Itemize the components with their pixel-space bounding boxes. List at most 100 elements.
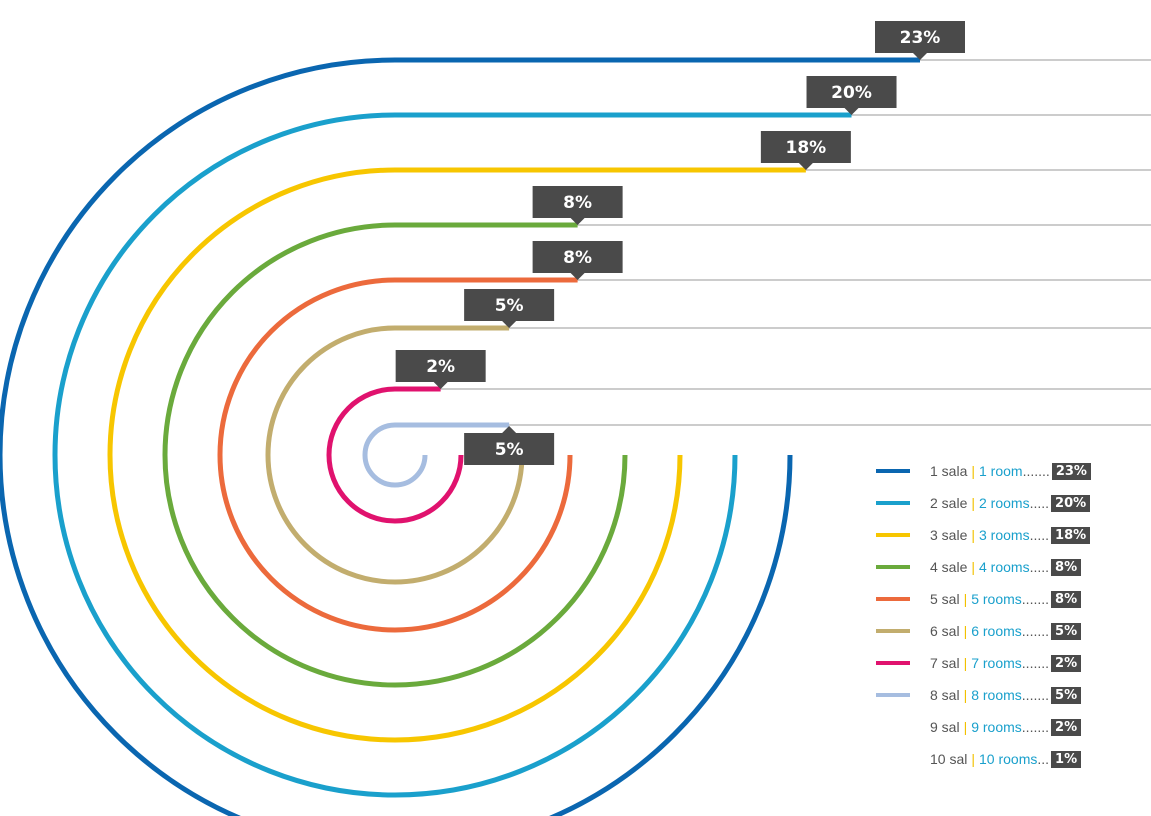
legend-row-3: 3 sale | 3 rooms..... 18% [876, 519, 1146, 551]
legend-dots: ....... [1022, 463, 1050, 479]
badge-label: 5% [495, 440, 524, 460]
legend-label-it: 7 sal [930, 655, 960, 671]
arc-4 [162, 222, 628, 688]
legend-separator: | [963, 687, 968, 703]
legend-label-it: 5 sal [930, 591, 960, 607]
legend-swatch [876, 533, 910, 537]
legend-separator: | [963, 623, 968, 639]
legend-row-2: 2 sale | 2 rooms..... 20% [876, 487, 1146, 519]
legend-separator: | [971, 495, 975, 511]
legend-label-it: 4 sale [930, 559, 968, 575]
legend-value-badge: 18% [1051, 526, 1091, 544]
legend-value-badge: 2% [1051, 654, 1082, 672]
value-badges: 23% 20% 18% 8% 8% 5% 2% 5% [395, 21, 965, 465]
arc-6 [265, 325, 525, 585]
legend-label-en: 7 rooms [971, 655, 1022, 671]
badge-pointer [502, 321, 517, 328]
badge-pointer [913, 53, 927, 60]
badge-label: 18% [786, 138, 827, 158]
legend-row-6: 6 sal | 6 rooms....... 5% [876, 615, 1146, 647]
legend-row-7: 7 sal | 7 rooms....... 2% [876, 647, 1146, 679]
legend-swatch [876, 725, 910, 729]
arc-7 [326, 386, 464, 524]
legend-swatch [876, 597, 910, 601]
badge-box [875, 21, 965, 53]
legend-row-9: 9 sal | 9 rooms....... 2% [876, 711, 1146, 743]
legend-swatch [876, 565, 910, 569]
legend-dots: ....... [1021, 591, 1050, 607]
legend-label-it: 8 sal [930, 687, 960, 703]
value-badge-1: 23% [875, 21, 965, 60]
legend-swatch [876, 661, 910, 665]
legend-dots: ..... [1029, 495, 1050, 511]
badge-box [806, 76, 897, 108]
legend-swatch [876, 693, 910, 697]
legend-dots: ....... [1021, 719, 1050, 735]
legend-separator: | [963, 719, 968, 735]
legend-label-en: 9 rooms [971, 719, 1022, 735]
value-badge-8: 5% [464, 426, 555, 465]
legend-value-badge: 5% [1051, 622, 1082, 640]
value-badge-3: 18% [760, 131, 851, 170]
badge-pointer [502, 426, 517, 433]
badge-box [532, 186, 623, 218]
legend-label-en: 5 rooms [971, 591, 1022, 607]
badge-label: 2% [426, 357, 455, 377]
legend-separator: | [971, 751, 975, 767]
legend-row-1: 1 sala | 1 room....... 23% [876, 455, 1146, 487]
guide-lines [440, 59, 1151, 426]
arc-series [0, 57, 920, 816]
legend-row-4: 4 sale | 4 rooms..... 8% [876, 551, 1146, 583]
legend-value-badge: 8% [1051, 590, 1082, 608]
legend-label-it: 3 sale [930, 527, 968, 543]
badge-pointer [433, 382, 448, 389]
legend-dots: ....... [1021, 623, 1050, 639]
legend-value-badge: 2% [1051, 718, 1082, 736]
arc-5 [217, 277, 578, 633]
badge-label: 20% [831, 83, 872, 103]
badge-box [532, 241, 623, 273]
legend-dots: ..... [1029, 559, 1050, 575]
value-badge-7: 2% [395, 350, 486, 389]
legend-label-en: 2 rooms [979, 495, 1030, 511]
legend-label-en: 6 rooms [971, 623, 1022, 639]
legend-value-badge: 1% [1051, 750, 1082, 768]
badge-pointer [798, 163, 813, 170]
legend-separator: | [971, 463, 975, 479]
arc-1 [0, 57, 920, 816]
legend-row-5: 5 sal | 5 rooms....... 8% [876, 583, 1146, 615]
badge-box [760, 131, 851, 163]
badge-box [395, 350, 486, 382]
badge-pointer [570, 218, 585, 225]
badge-pointer [844, 108, 859, 115]
badge-label: 23% [900, 28, 941, 48]
legend-label-it: 2 sale [930, 495, 968, 511]
legend-separator: | [971, 559, 975, 575]
legend-swatch [876, 469, 910, 473]
legend-swatch [876, 757, 910, 761]
legend-dots: ....... [1021, 687, 1050, 703]
legend-label-it: 10 sal [930, 751, 968, 767]
legend-label-it: 9 sal [930, 719, 960, 735]
legend-dots: ..... [1029, 527, 1050, 543]
value-badge-4: 8% [532, 186, 623, 225]
arc-3 [107, 167, 806, 743]
badge-pointer [570, 273, 585, 280]
legend-value-badge: 20% [1051, 494, 1091, 512]
legend-label-en: 3 rooms [979, 527, 1030, 543]
badge-label: 5% [495, 296, 524, 316]
legend-value-badge: 5% [1051, 686, 1082, 704]
legend-value-badge: 8% [1051, 558, 1082, 576]
badge-box [464, 289, 555, 321]
value-badge-6: 5% [464, 289, 555, 328]
legend-swatch [876, 501, 910, 505]
legend-dots: ....... [1021, 655, 1050, 671]
legend-row-10: 10 sal | 10 rooms... 1% [876, 743, 1146, 775]
legend-label-en: 1 room [979, 463, 1023, 479]
legend-label-en: 4 rooms [979, 559, 1030, 575]
legend-separator: | [963, 591, 968, 607]
legend-separator: | [971, 527, 975, 543]
legend-label-it: 6 sal [930, 623, 960, 639]
arc-2 [52, 112, 852, 798]
